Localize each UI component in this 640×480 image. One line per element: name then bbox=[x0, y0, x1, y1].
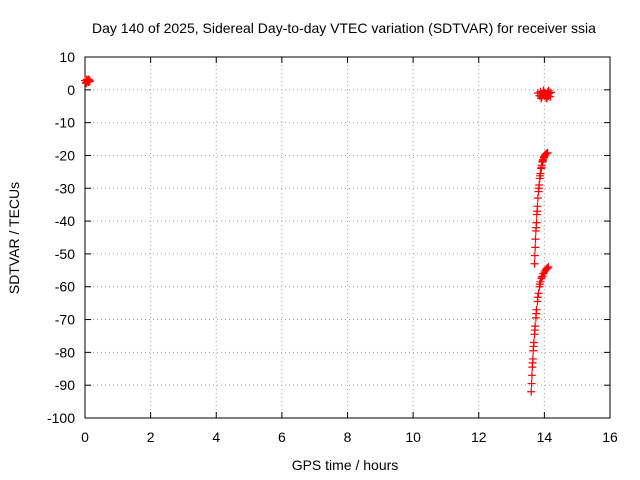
data-point bbox=[84, 75, 93, 84]
data-point bbox=[543, 148, 552, 157]
y-tick-label: 10 bbox=[59, 49, 75, 65]
x-tick-label: 12 bbox=[471, 429, 487, 445]
y-tick-label: -100 bbox=[47, 410, 75, 426]
y-tick-label: 0 bbox=[67, 82, 75, 98]
y-tick-label: -60 bbox=[55, 279, 75, 295]
x-tick-label: 6 bbox=[278, 429, 286, 445]
data-point bbox=[544, 86, 553, 95]
data-point bbox=[529, 342, 538, 351]
data-point bbox=[533, 194, 542, 203]
x-tick-label: 2 bbox=[147, 429, 155, 445]
data-point bbox=[541, 90, 550, 99]
y-axis-label: SDTVAR / TECUs bbox=[6, 182, 22, 294]
data-point bbox=[543, 264, 552, 273]
data-point bbox=[85, 77, 94, 86]
x-axis-ticks: 0 2 4 6 8 10 12 14 16 bbox=[81, 57, 618, 445]
data-point bbox=[532, 223, 541, 232]
x-axis-label: GPS time / hours bbox=[292, 457, 399, 473]
data-point bbox=[82, 79, 91, 88]
data-points bbox=[81, 75, 555, 396]
data-point bbox=[527, 387, 536, 396]
data-point bbox=[542, 149, 551, 158]
x-tick-label: 10 bbox=[405, 429, 421, 445]
y-tick-label: -80 bbox=[55, 344, 75, 360]
data-point bbox=[544, 263, 553, 272]
data-point bbox=[537, 272, 546, 281]
x-tick-label: 14 bbox=[537, 429, 553, 445]
data-point bbox=[530, 251, 539, 260]
data-point bbox=[534, 184, 543, 193]
x-tick-label: 16 bbox=[602, 429, 618, 445]
data-point bbox=[533, 207, 542, 216]
data-point bbox=[540, 153, 549, 162]
y-tick-label: -90 bbox=[55, 377, 75, 393]
data-point bbox=[531, 243, 540, 252]
data-point bbox=[542, 265, 551, 274]
x-tick-label: 4 bbox=[212, 429, 220, 445]
data-point bbox=[530, 326, 539, 335]
data-point bbox=[536, 171, 545, 180]
y-tick-label: -70 bbox=[55, 312, 75, 328]
data-point bbox=[546, 92, 555, 101]
data-point bbox=[543, 94, 551, 103]
y-tick-label: -10 bbox=[55, 115, 75, 131]
y-tick-label: -50 bbox=[55, 246, 75, 262]
y-tick-label: -40 bbox=[55, 213, 75, 229]
y-tick-label: -30 bbox=[55, 180, 75, 196]
data-point bbox=[537, 163, 546, 172]
data-point bbox=[539, 269, 548, 278]
x-tick-label: 8 bbox=[344, 429, 352, 445]
data-point bbox=[533, 293, 542, 302]
data-point bbox=[531, 235, 540, 244]
data-point bbox=[538, 157, 547, 166]
data-point bbox=[527, 371, 536, 380]
data-point bbox=[530, 259, 539, 268]
y-tick-label: -20 bbox=[55, 147, 75, 163]
data-point bbox=[534, 289, 543, 298]
data-point bbox=[528, 358, 537, 367]
x-tick-label: 0 bbox=[81, 429, 89, 445]
data-point bbox=[532, 309, 541, 318]
data-point bbox=[535, 280, 544, 289]
y-axis-ticks: 10 0 -10 -20 -30 -40 -50 -60 -70 -80 -90 -100 bbox=[47, 49, 610, 426]
chart-title: Day 140 of 2025, Sidereal Day-to-day VTE… bbox=[92, 20, 596, 36]
grid-lines bbox=[85, 57, 610, 418]
data-point bbox=[527, 379, 536, 388]
